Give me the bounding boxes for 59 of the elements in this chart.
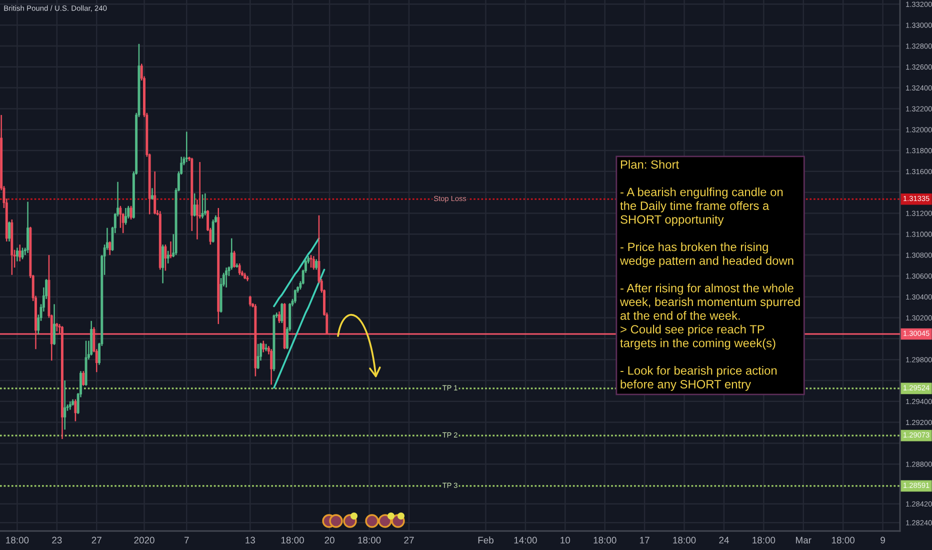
candlestick <box>53 304 56 346</box>
x-tick-label: 7 <box>184 536 189 544</box>
x-tick-label: 27 <box>92 536 102 544</box>
candlestick <box>150 188 154 200</box>
x-tick-label: 13 <box>246 536 255 544</box>
x-tick-label: 14:00 <box>514 536 537 544</box>
candlestick <box>238 262 241 276</box>
candlestick <box>16 247 18 262</box>
x-tick-label: 20 <box>324 536 334 544</box>
candlestick <box>154 170 156 215</box>
candlestick <box>170 240 172 259</box>
candlestick <box>124 207 127 226</box>
candlestick <box>256 343 260 370</box>
candlestick <box>312 255 315 270</box>
candlestick <box>108 240 112 256</box>
candlestick <box>193 192 196 217</box>
candlestick <box>233 250 236 268</box>
candlestick <box>280 302 284 324</box>
candlestick <box>8 220 10 242</box>
x-tick-label: 18:00 <box>281 536 304 544</box>
candlestick <box>64 380 66 430</box>
text: Plan: Short - A bearish engulfing candle on the Daily time frame offers a SHORT opportunity - Price has broken the rising wedge pattern and headed down - After rising for almost the whole week, bearish momentum spurred at the end of the week. > Could see price reach TP targets in the coming week(s) - Look for bearish price action before any SHORT entry <box>620 160 800 391</box>
x-tick-label: 18:00 <box>673 536 696 544</box>
candlestick <box>82 370 85 386</box>
line-series <box>273 237 320 308</box>
x-tick-label: 27 <box>404 536 414 544</box>
candlestick <box>162 244 164 284</box>
candlestick <box>21 247 24 260</box>
x-tick-label: 9 <box>880 536 885 544</box>
x-tick-label: 2020 <box>134 536 154 544</box>
x-tick-label: 23 <box>52 536 62 544</box>
candlestick <box>262 340 265 353</box>
candlestick <box>18 244 22 262</box>
candlestick <box>248 295 252 307</box>
candlestick <box>201 194 204 220</box>
candlestick <box>278 310 280 324</box>
candlestick <box>185 131 188 163</box>
x-tick-label: 24 <box>719 536 729 544</box>
x-tick-label: Mar <box>796 536 812 544</box>
candlestick <box>225 266 228 288</box>
x-tick-label: 18:00 <box>358 536 381 544</box>
x-tick-label: 10 <box>560 536 570 544</box>
candlestick <box>294 288 296 304</box>
candlestick <box>26 201 30 254</box>
candlestick <box>164 244 167 272</box>
candlestick <box>270 348 273 386</box>
candlestick <box>130 205 132 220</box>
candlestick <box>310 254 312 268</box>
x-tick-label: Feb <box>478 536 494 544</box>
candlestick <box>166 250 170 264</box>
candlestick <box>204 192 206 216</box>
x-tick-label: 17 <box>640 536 650 544</box>
x-tick-label: 18:00 <box>6 536 29 544</box>
candlestick <box>74 398 77 422</box>
candlestick <box>315 258 318 270</box>
x-tick-label: 18:00 <box>832 536 855 544</box>
x-tick-label: 18:00 <box>752 536 776 544</box>
candlestick <box>212 218 214 244</box>
x-tick-label: 18:00 <box>594 536 616 544</box>
